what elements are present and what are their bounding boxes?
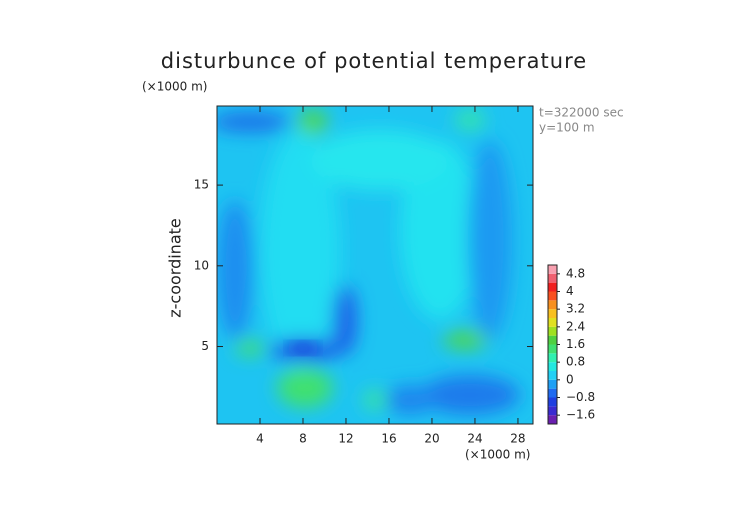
y-axis-label: z-coordinate (166, 218, 185, 318)
colorbar-label: −1.6 (566, 408, 595, 422)
colorbar-swatch (548, 309, 557, 318)
x-tick-label: 16 (381, 432, 396, 446)
colorbar-swatch (548, 344, 557, 354)
colorbar-label: 0.8 (566, 355, 585, 369)
contour-field (217, 106, 533, 424)
colorbar-swatch (548, 353, 557, 363)
x-unit: (×1000 m) (465, 448, 530, 462)
y-tick-label: 5 (201, 339, 209, 353)
y-unit: (×1000 m) (142, 80, 207, 94)
chart-title: disturbunce of potential temperature (161, 49, 587, 73)
colorbar-swatch (548, 335, 557, 345)
x-tick-label: 12 (338, 432, 353, 446)
colorbar-label: 0 (566, 372, 574, 386)
colorbar-swatch (548, 282, 557, 292)
x-tick-label: 20 (424, 432, 439, 446)
colorbar-swatch (548, 318, 557, 327)
colorbar-swatch (548, 300, 557, 310)
colorbar-swatch (548, 397, 557, 407)
colorbar-swatch (548, 273, 557, 283)
colorbar-swatch (548, 265, 557, 274)
plot-frame (216, 105, 534, 425)
colorbar-swatch (548, 291, 557, 301)
x-tick-label: 8 (299, 432, 307, 446)
colorbar-label: 2.4 (566, 319, 585, 333)
colorbar-label: −0.8 (566, 390, 595, 404)
x-tick-label: 28 (510, 432, 525, 446)
x-tick-label: 4 (256, 432, 264, 446)
colorbar-label: 4.8 (566, 266, 585, 280)
colorbar-label: 4 (566, 284, 574, 298)
colorbar-swatch (548, 388, 557, 398)
annotation: y=100 m (539, 121, 595, 135)
colorbar-swatch (548, 326, 557, 336)
colorbar-swatch (548, 362, 557, 371)
annotation: t=322000 sec (539, 106, 624, 120)
y-tick-label: 10 (194, 258, 209, 272)
colorbar-swatch (548, 379, 557, 389)
colorbar-label: 1.6 (566, 337, 585, 351)
y-tick-label: 15 (194, 178, 209, 192)
colorbar-label: 3.2 (566, 302, 585, 316)
colorbar-swatch (548, 371, 557, 380)
x-tick-label: 24 (467, 432, 482, 446)
colorbar-swatch (548, 406, 557, 416)
colorbar-swatch (548, 415, 557, 424)
